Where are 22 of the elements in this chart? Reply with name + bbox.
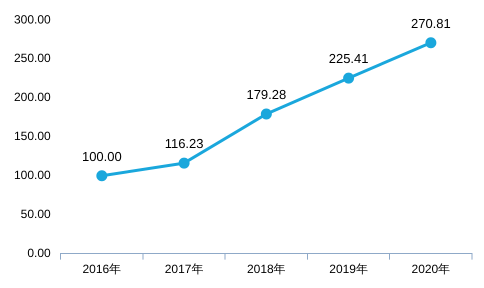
point bbox=[425, 37, 436, 48]
y-tick-label: 150.00 bbox=[14, 129, 52, 144]
data-label: 100.00 bbox=[82, 148, 122, 164]
point bbox=[260, 108, 272, 120]
x-tick-label: 2020年 bbox=[412, 262, 450, 276]
y-tick-label: 100.00 bbox=[14, 168, 52, 182]
data-label: 179.28 bbox=[246, 87, 286, 102]
data-label: 116.23 bbox=[164, 136, 204, 152]
point bbox=[178, 158, 190, 169]
data-label: 225.41 bbox=[328, 51, 368, 66]
x-tick-label: 2018年 bbox=[247, 262, 286, 276]
point bbox=[96, 170, 108, 182]
x-tick-label: 2017年 bbox=[164, 262, 204, 276]
y-tick-label: 50.00 bbox=[20, 206, 52, 221]
point bbox=[343, 72, 354, 84]
x-tick-label: 2019年 bbox=[329, 262, 368, 276]
y-tick-label: 250.00 bbox=[14, 51, 52, 66]
y-tick-label: 300.00 bbox=[14, 12, 52, 26]
y-tick-label: 0.00 bbox=[27, 246, 52, 260]
x-tick-label: 2016年 bbox=[82, 262, 122, 276]
y-tick-label: 200.00 bbox=[14, 90, 52, 104]
data-label: 270.81 bbox=[410, 16, 451, 31]
